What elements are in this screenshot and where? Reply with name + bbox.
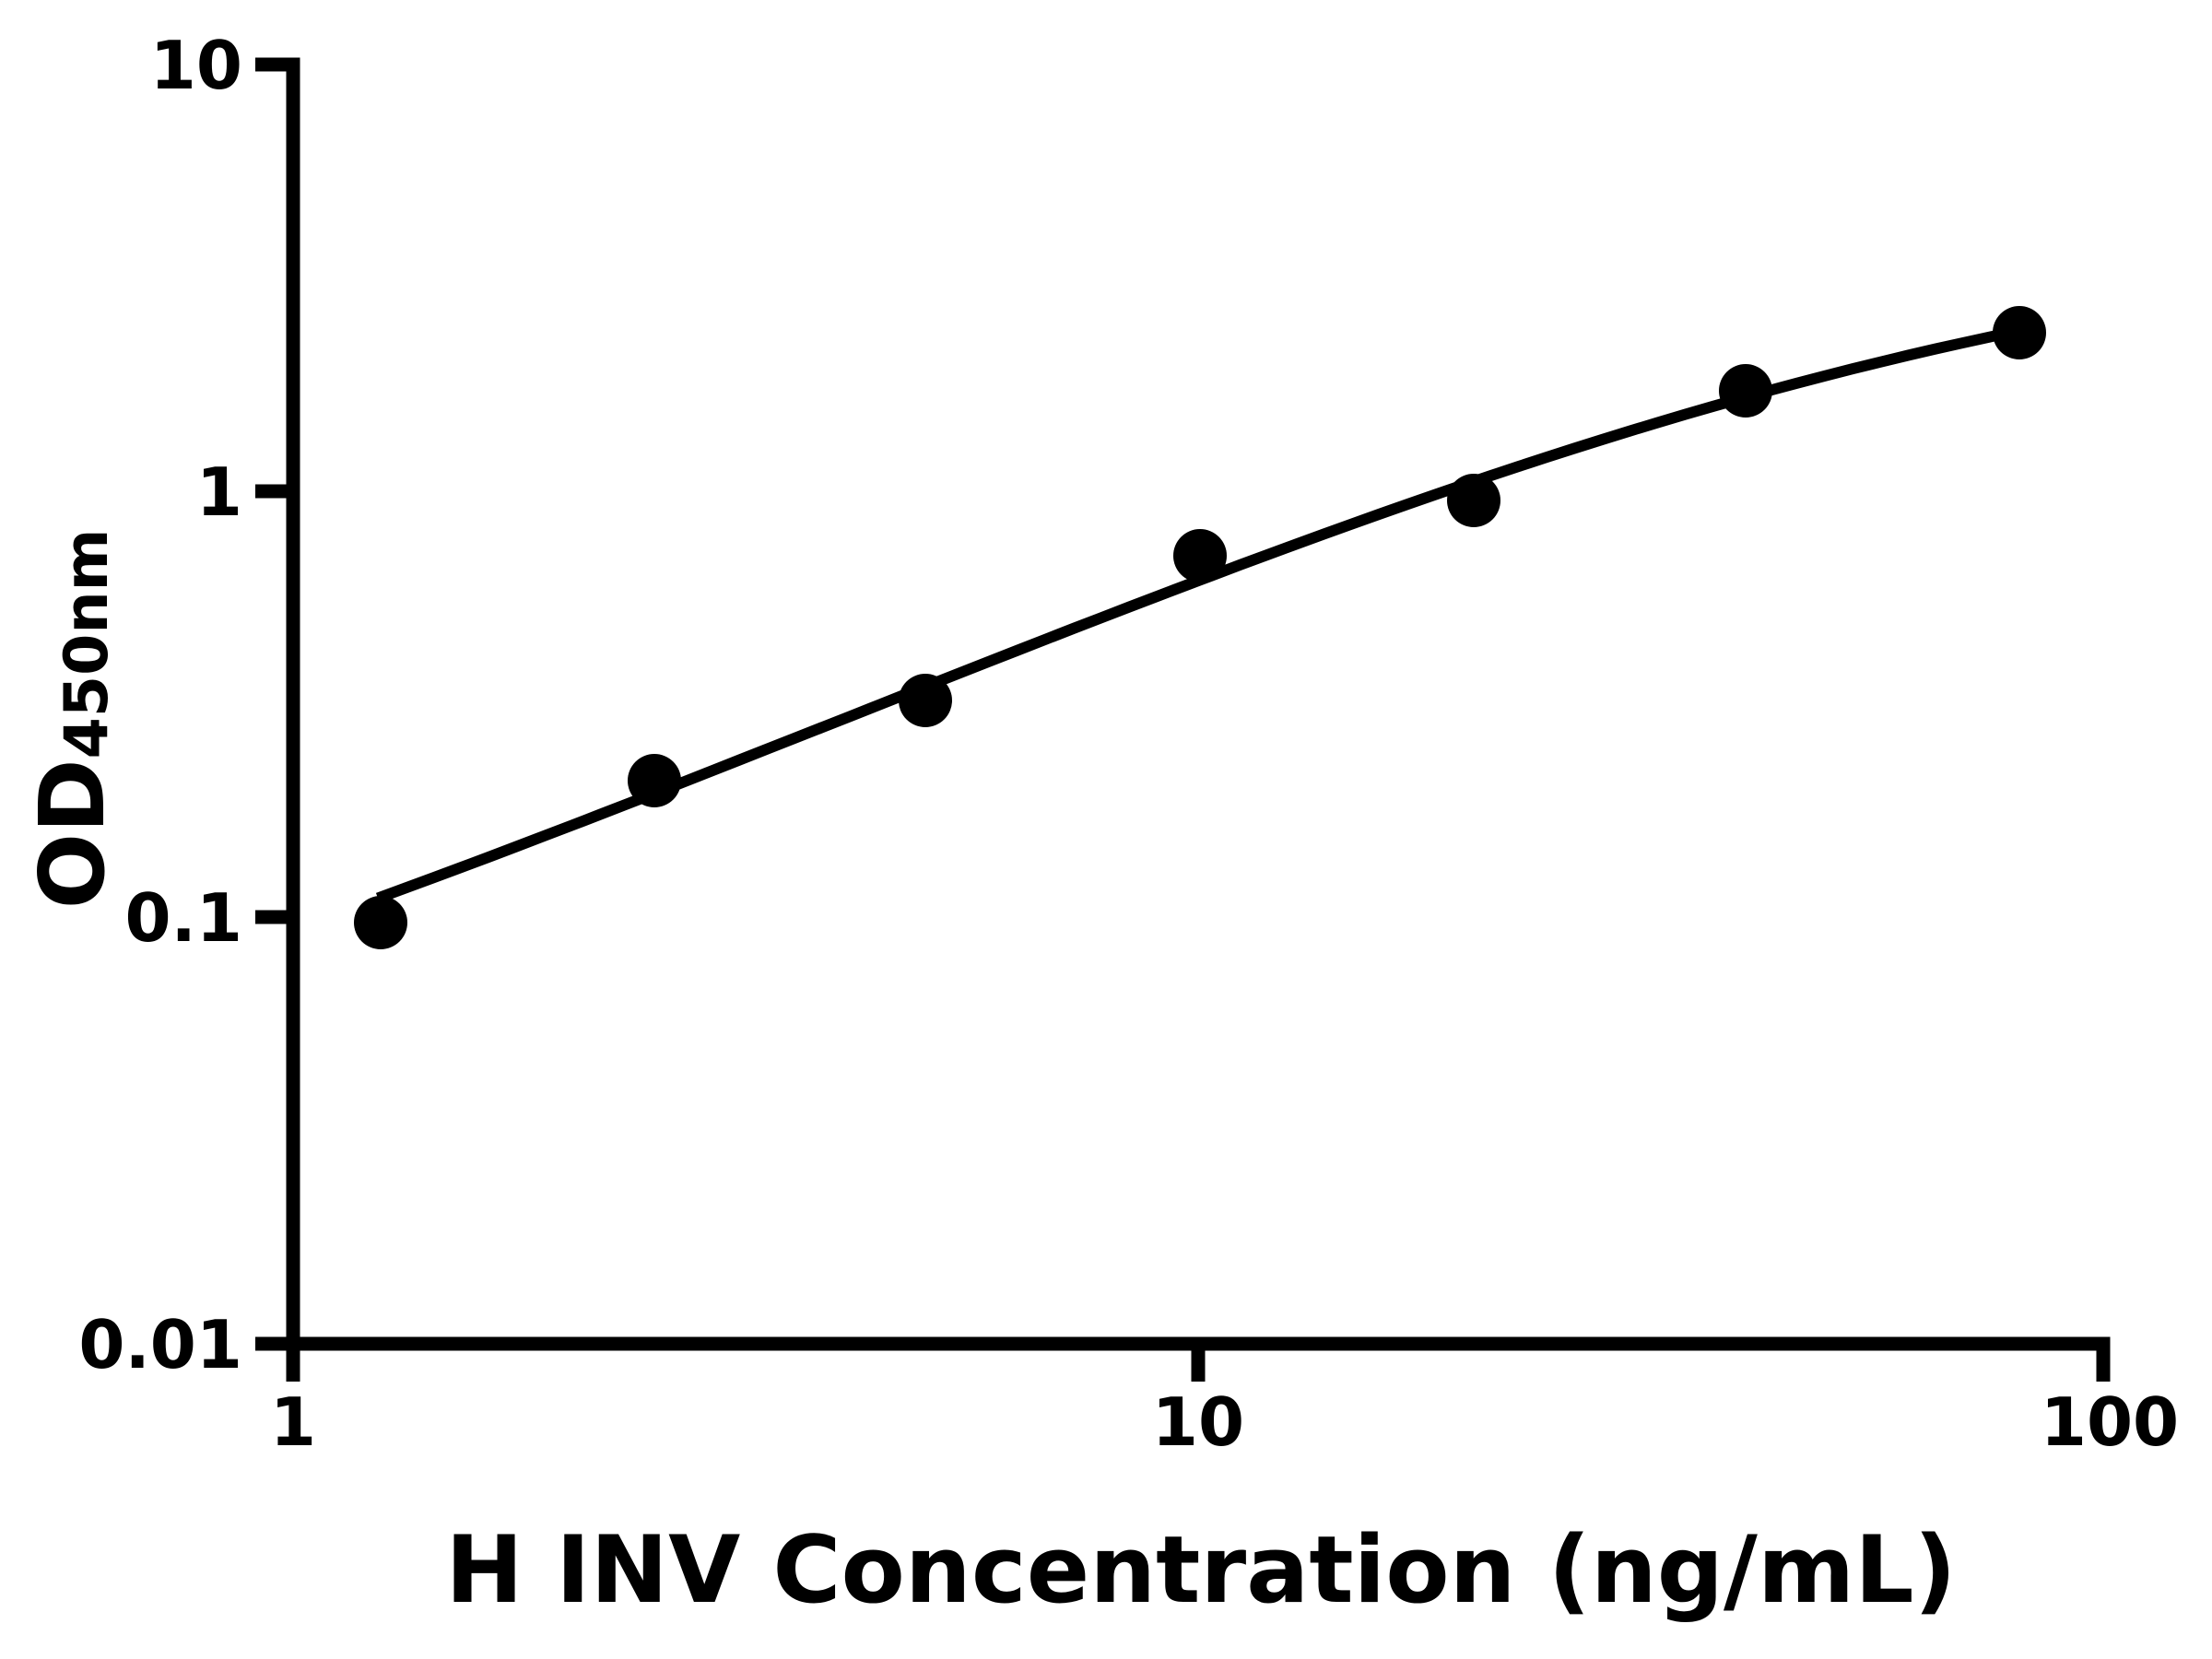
svg-text:OD450nm: OD450nm xyxy=(20,529,124,910)
svg-text:10: 10 xyxy=(150,27,242,104)
svg-text:100: 100 xyxy=(2041,1383,2179,1461)
svg-text:1: 1 xyxy=(270,1383,316,1461)
svg-text:10: 10 xyxy=(1152,1383,1244,1461)
svg-text:1: 1 xyxy=(196,453,242,531)
svg-text:H INV Concentration (ng/mL): H INV Concentration (ng/mL) xyxy=(445,1515,1956,1624)
svg-text:0.01: 0.01 xyxy=(78,1306,242,1383)
svg-text:0.1: 0.1 xyxy=(124,879,242,957)
